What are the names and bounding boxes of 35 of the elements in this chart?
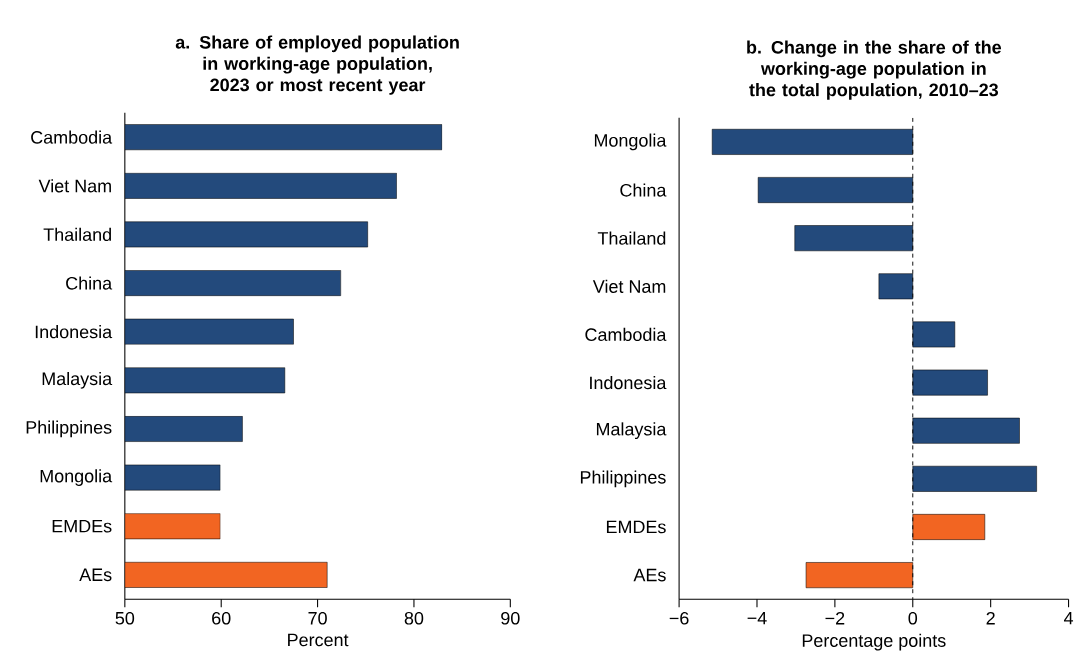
x-tick-label: 90 (501, 611, 520, 625)
y-tick-label: AEs (633, 568, 666, 582)
x-tick-label: 60 (212, 611, 231, 625)
x-tick-label: −2 (825, 611, 845, 625)
x-axis-title: Percent (288, 633, 349, 647)
y-tick-label: Philippines (580, 470, 666, 488)
x-tick-label: 2 (986, 611, 995, 625)
y-tick-label: China (66, 276, 113, 290)
x-tick-label: 0 (908, 611, 918, 625)
y-tick-label: Thailand (597, 231, 666, 245)
y-tick-label: Indonesia (590, 375, 667, 390)
y-tick-label: China (620, 183, 667, 197)
x-axis-title: Percentage points (802, 633, 946, 651)
y-tick-label: Viet Nam (38, 179, 111, 193)
y-tick-label: Mongolia (40, 469, 113, 486)
y-tick-label: Malaysia (42, 371, 113, 389)
y-tick-label: Philippines (26, 420, 112, 438)
y-tick-label: Malaysia (596, 422, 667, 440)
x-tick-label: 50 (115, 611, 135, 625)
x-tick-label: −4 (747, 611, 767, 625)
x-tick-label: 4 (1063, 611, 1074, 625)
y-tick-label: EMDEs (52, 519, 112, 533)
chart-title: a. Share of employed population in working-age population, 2023 or most recent year (175, 35, 459, 95)
y-tick-label: Mongolia (594, 133, 667, 151)
x-tick-label: −6 (669, 611, 689, 625)
x-tick-label: 70 (308, 611, 327, 625)
y-tick-label: Viet Nam (592, 279, 666, 293)
y-tick-label: Thailand (43, 227, 111, 241)
y-tick-label: EMDEs (606, 520, 666, 534)
y-tick-label: Indonesia (35, 325, 113, 339)
y-tick-label: Cambodia (31, 130, 113, 144)
y-tick-label: Cambodia (585, 327, 667, 342)
y-tick-label: AEs (79, 568, 112, 582)
chart-title: b. Change in the share of the working-age population in the total population, 2010–23 (747, 40, 1002, 100)
x-tick-label: 80 (404, 611, 424, 625)
